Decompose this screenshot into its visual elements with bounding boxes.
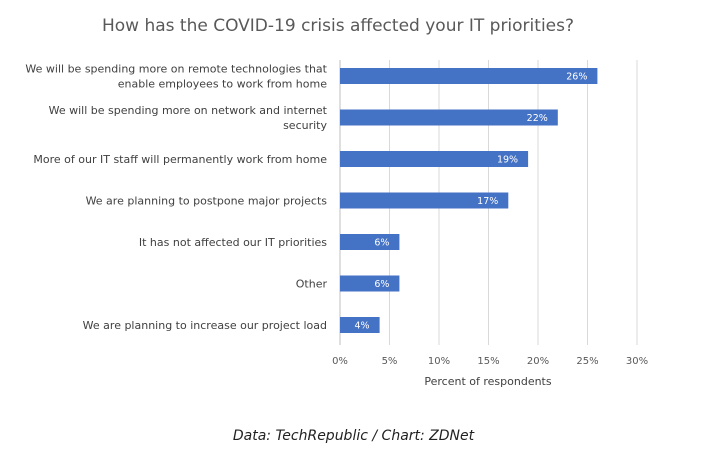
bar [340, 317, 380, 333]
data-label: 17% [477, 196, 498, 207]
bar [340, 68, 598, 84]
bar [340, 109, 558, 126]
chart-title: How has the COVID-19 crisis affected you… [102, 16, 574, 36]
source-note: Data: TechRepublic / Chart: ZDNet [232, 428, 475, 444]
category-label: We are planning to increase our project … [83, 319, 327, 332]
x-tick-labels: 0% 5% 10% 15% 20% 25% 30% [332, 356, 648, 367]
x-tick-label: 0% [332, 356, 348, 367]
x-axis-title: Percent of respondents [424, 375, 551, 388]
data-label: 6% [374, 238, 389, 249]
bar [340, 234, 400, 250]
x-tick-label: 15% [477, 356, 499, 367]
category-label: We are planning to postpone major projec… [86, 195, 328, 208]
category-label: More of our IT staff will permanently wo… [33, 153, 327, 166]
x-tick-label: 10% [428, 356, 450, 367]
category-label: Other [296, 278, 328, 291]
x-tick-label: 20% [527, 356, 549, 367]
chart: How has the COVID-19 crisis affected you… [25, 16, 648, 388]
x-tick-label: 25% [576, 356, 598, 367]
category-label: We will be spending more on remote techn… [25, 63, 327, 76]
x-tick-label: 5% [382, 356, 398, 367]
category-label: enable employees to work from home [118, 78, 327, 91]
x-tick-label: 30% [626, 356, 648, 367]
bar [340, 151, 529, 167]
data-label: 26% [566, 72, 587, 83]
bar [340, 192, 509, 209]
category-label: security [283, 119, 327, 132]
data-label: 22% [527, 113, 548, 124]
bars: 26% 22% 19% 17% 6% 6% 4% [340, 68, 598, 333]
category-label: It has not affected our IT priorities [139, 236, 327, 249]
bar [340, 275, 400, 292]
data-label: 19% [497, 155, 518, 166]
data-label: 4% [355, 321, 370, 332]
category-labels: We will be spending more on remote techn… [25, 63, 327, 333]
data-label: 6% [374, 279, 389, 290]
category-label: We will be spending more on network and … [49, 104, 328, 117]
